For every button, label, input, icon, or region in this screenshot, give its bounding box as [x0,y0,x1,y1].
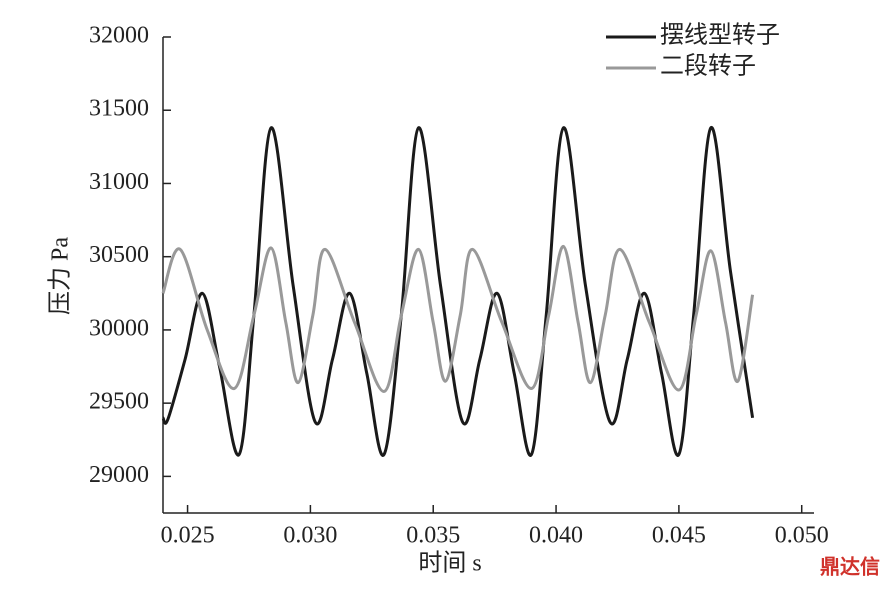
series-line [161,244,755,393]
series-line [161,126,755,457]
y-tick-label: 31500 [89,96,149,122]
legend-label: 摆线型转子 [660,22,780,49]
y-tick-label: 29000 [89,462,149,488]
x-axis-label: 时间 s [418,550,481,577]
legend-label: 二段转子 [660,53,756,80]
y-axis-label: 压力 Pa [47,237,74,315]
x-tick-label: 0.030 [283,523,337,549]
x-tick-label: 0.035 [406,523,460,549]
y-tick-label: 30000 [89,315,149,341]
y-tick-label: 29500 [89,389,149,415]
x-tick-label: 0.025 [161,523,215,549]
x-tick-label: 0.050 [775,523,829,549]
y-tick-label: 32000 [89,23,149,49]
y-tick-label: 31000 [89,169,149,195]
x-tick-label: 0.045 [652,523,706,549]
watermark: 鼎达信 [820,555,880,579]
x-tick-label: 0.040 [529,523,583,549]
y-tick-label: 30500 [89,242,149,268]
